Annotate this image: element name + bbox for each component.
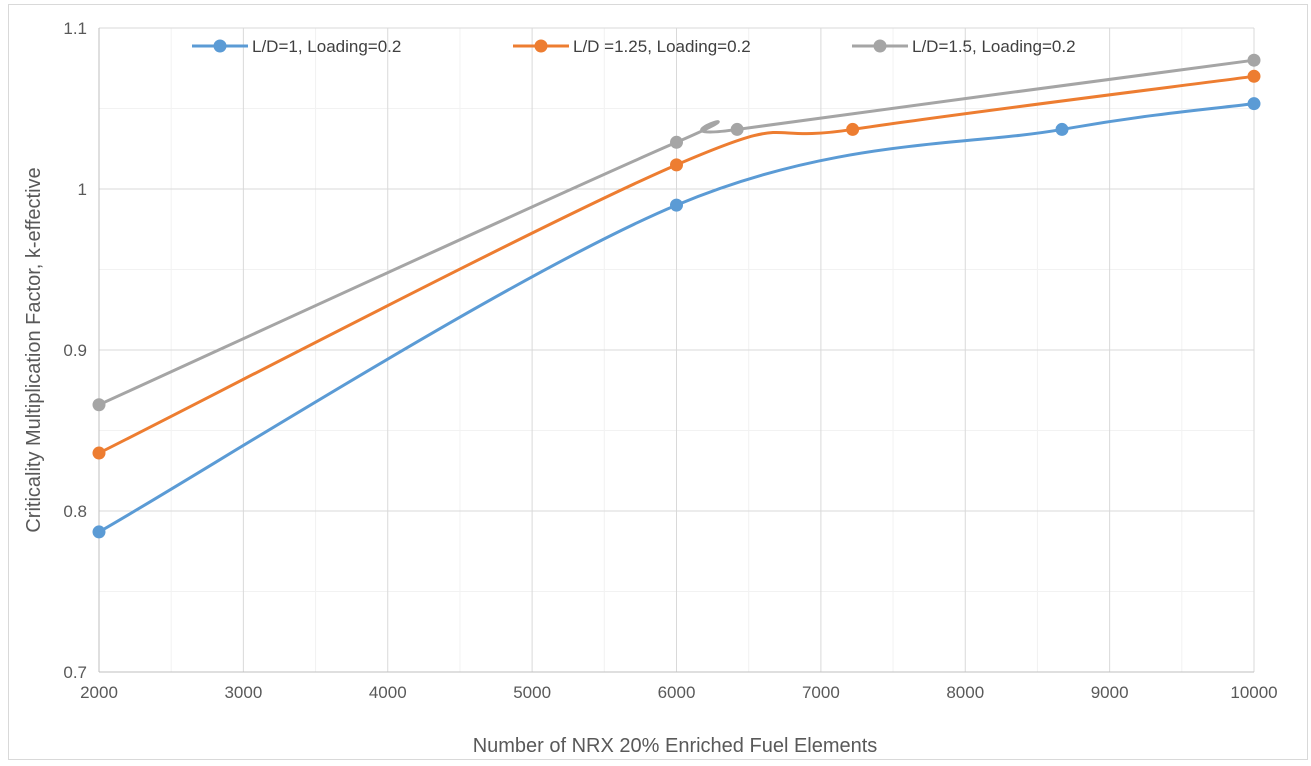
series-markers [92,53,1261,539]
y-tick-label: 0.7 [63,663,87,682]
y-tick-labels: 0.7 0.8 0.9 1 1.1 [63,19,87,682]
y-tick-label: 0.8 [63,502,87,521]
x-tick-label: 7000 [802,683,840,702]
y-tick-label: 0.9 [63,341,87,360]
major-gridlines [99,27,1255,672]
series-3-marker [92,398,106,412]
legend-label-1: L/D=1, Loading=0.2 [252,37,401,56]
series-2-marker [92,446,106,460]
x-tick-label: 2000 [80,683,118,702]
x-tick-label: 6000 [658,683,696,702]
legend-label-3: L/D=1.5, Loading=0.2 [912,37,1076,56]
x-axis-title: Number of NRX 20% Enriched Fuel Elements [473,735,878,757]
y-tick-label: 1.1 [63,19,87,38]
series-2-marker [846,122,860,136]
series-2-marker [670,158,683,172]
series-line-3 [97,58,1256,407]
legend-marker-3 [873,39,887,53]
legend: L/D=1, Loading=0.2 L/D =1.25, Loading=0.2… [192,37,1076,56]
legend-marker-2 [534,39,548,53]
chart-area [8,4,1308,760]
x-tick-label: 4000 [369,683,407,702]
series-3-marker [1247,53,1261,67]
series-line-2 [97,74,1256,455]
legend-label-2: L/D =1.25, Loading=0.2 [573,37,751,56]
series-lines [97,58,1256,534]
x-tick-label: 5000 [513,683,551,702]
series-3-marker [670,135,683,149]
series-1-marker [92,525,106,539]
series-1-marker [1055,122,1069,136]
y-axis-title: Criticality Multiplication Factor, k-eff… [23,167,45,532]
x-tick-label: 9000 [1091,683,1129,702]
x-tick-label: 10000 [1230,683,1277,702]
axes [98,28,1254,673]
series-1-marker [670,198,683,212]
series-2-marker [1247,69,1261,83]
series-line-1 [97,102,1256,534]
y-tick-label: 1 [78,180,87,199]
x-tick-label: 3000 [224,683,262,702]
x-tick-label: 8000 [946,683,984,702]
x-tick-labels: 2000 3000 4000 5000 6000 7000 8000 9000 10000 [80,683,1278,702]
series-3-marker [730,122,744,136]
series-1-marker [1247,97,1261,111]
legend-marker-1 [213,39,227,53]
